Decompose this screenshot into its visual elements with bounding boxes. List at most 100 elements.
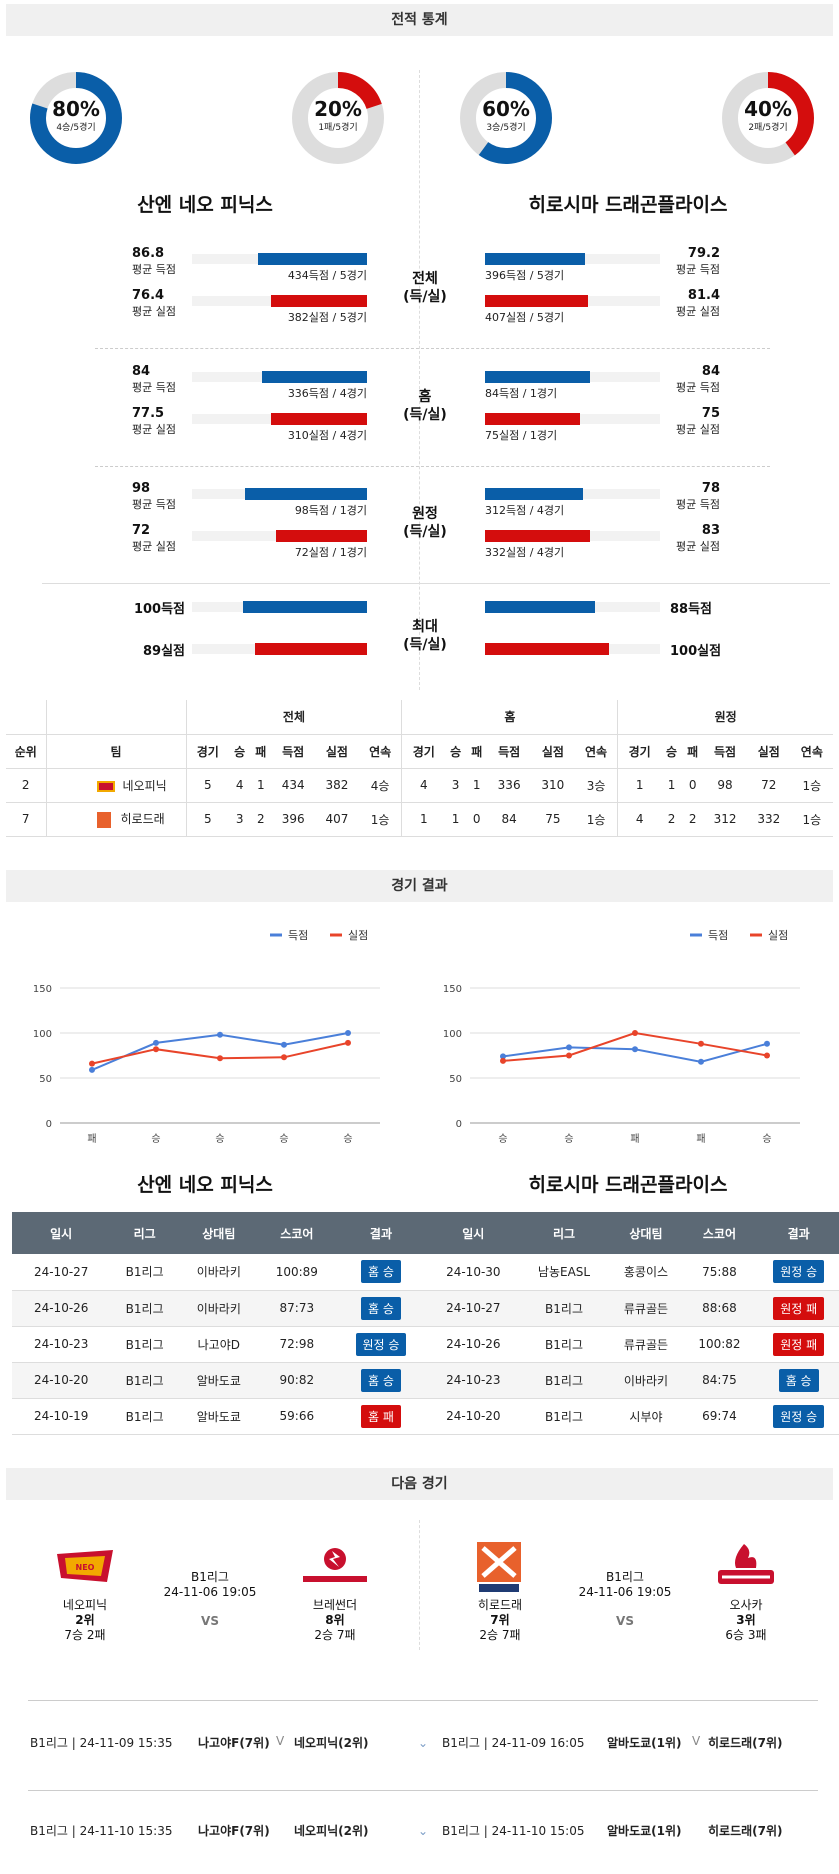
data-point — [89, 1060, 95, 1067]
fixture-left-home[interactable]: 네오피닉(2위) — [294, 1824, 369, 1838]
left-l2-value: 76.4 — [132, 288, 165, 303]
data-point — [632, 1046, 638, 1053]
fixture-left-info: B1리그 | 24-11-09 15:35 — [30, 1736, 173, 1750]
results-col: 리그 — [519, 1212, 609, 1254]
compare-category: 홈 (득/실) — [403, 389, 447, 423]
result-cell: 류큐골든 — [608, 1326, 684, 1363]
result-cell: B1리그 — [519, 1362, 609, 1399]
standings-table: 전체 홈 원정 순위 팀 경기 승 패 득점 실점 연속 경기 승 패 득점 실점 연속 경기 승 패 득점 실점 연… — [6, 700, 833, 837]
standings-cell: 1 — [472, 778, 481, 792]
right-r2-value: 81.4 — [687, 288, 720, 303]
result-row[interactable]: 24-10-30 남농EASL 홍콩이스 75:88 원정 승 — [427, 1254, 839, 1291]
next2-info: B1리그 24-11-06 19:05 VS — [578, 1570, 672, 1628]
data-point — [345, 1030, 351, 1036]
standings-col: 실점 — [325, 744, 348, 759]
result-row[interactable]: 24-10-26 B1리그 이바라키 87:73 홈 승 — [12, 1290, 427, 1327]
result-cell: 24-10-23 — [12, 1326, 111, 1363]
fixture-left-away[interactable]: 나고야F(7위) — [198, 1824, 270, 1838]
standings-row[interactable]: 7 히로드래 5 3 2 396 407 1승 1 1 0 84 75 1승 4 2 2 312 332 1승 — [6, 802, 833, 836]
standings-cell: 382 — [325, 778, 349, 792]
left-l2-label: 평균 실점 — [132, 423, 176, 436]
standings-cell: 1승 — [358, 802, 403, 836]
next-divider — [419, 1520, 420, 1650]
standings-col: 경기 — [412, 744, 435, 759]
result-row[interactable]: 24-10-20 B1리그 알바도쿄 90:82 홈 승 — [12, 1362, 427, 1399]
standings-cell: 84 — [501, 812, 517, 826]
result-badge: 원정 패 — [773, 1332, 825, 1356]
fixture-right-sep: V — [692, 1734, 701, 1748]
result-badge: 원정 패 — [773, 1296, 825, 1320]
fixture-left-home[interactable]: 네오피닉(2위) — [294, 1736, 369, 1750]
x-tick-label: 승 — [215, 1133, 224, 1145]
left-l2-caption: 310실점 / 4경기 — [287, 429, 367, 442]
data-point — [566, 1052, 572, 1059]
standings-cell: 0 — [688, 778, 697, 792]
result-row[interactable]: 24-10-27 B1리그 류큐골든 88:68 원정 패 — [427, 1290, 839, 1327]
fixture-right-home[interactable]: 히로드래(7위) — [708, 1736, 783, 1750]
y-tick-label: 0 — [456, 1119, 462, 1130]
standings-cell: 1 — [451, 812, 460, 826]
right-r2-bar — [485, 295, 588, 307]
right-r1-label: 평균 득점 — [676, 263, 720, 276]
standings-cell: 434 — [281, 778, 305, 792]
result-row[interactable]: 24-10-20 B1리그 시부야 69:74 원정 승 — [427, 1398, 839, 1435]
result-cell: 72:98 — [258, 1326, 335, 1363]
standings-col: 연속 — [358, 734, 403, 768]
left-l1-caption: 336득점 / 4경기 — [287, 387, 367, 400]
result-cell: 88:68 — [683, 1290, 756, 1327]
left-l1-bar — [245, 488, 367, 500]
standings-col: 패 — [687, 744, 699, 759]
standings-cell: 312 — [713, 812, 737, 826]
legend-label: 실점 — [348, 929, 368, 942]
x-tick-label: 승 — [343, 1133, 352, 1145]
standings-cell: 2 — [256, 812, 265, 826]
chevron-down-icon: ⌄ — [418, 1736, 429, 1750]
left-l1-caption: 434득점 / 5경기 — [287, 269, 367, 282]
result-row[interactable]: 24-10-26 B1리그 류큐골든 100:82 원정 패 — [427, 1326, 839, 1363]
standings-team[interactable]: 네오피닉 — [122, 778, 167, 793]
right-r1-label: 평균 득점 — [676, 498, 720, 511]
result-row[interactable]: 24-10-27 B1리그 이바라키 100:89 홈 승 — [12, 1254, 427, 1291]
standings-team[interactable]: 히로드래 — [120, 812, 165, 827]
result-cell: 24-10-30 — [427, 1254, 520, 1291]
data-point — [345, 1039, 351, 1046]
fixture-right-away[interactable]: 알바도쿄(1위) — [607, 1824, 682, 1838]
result-row[interactable]: 24-10-23 B1리그 나고야D 72:98 원정 승 — [12, 1326, 427, 1363]
standings-col: 승 — [234, 744, 246, 759]
left-l1-bar — [258, 253, 367, 265]
standings-col: 승 — [666, 744, 678, 759]
right-r2-value: 83 — [701, 523, 720, 538]
result-cell: 24-10-20 — [12, 1362, 111, 1399]
left-l1-value: 100득점 — [133, 602, 185, 617]
fixture-left-away[interactable]: 나고야F(7위) — [198, 1736, 270, 1750]
result-cell: 24-10-26 — [12, 1290, 111, 1327]
standings-cell: 1승 — [574, 802, 619, 836]
left-l1-value: 98 — [132, 481, 151, 496]
next1-away: 브레썬더 8위 2승 7패 — [312, 1598, 358, 1642]
left-l2-label: 평균 실점 — [132, 540, 176, 553]
results-col: 결과 — [755, 1212, 839, 1254]
section-header-results: 경기 결과 — [6, 870, 833, 902]
neo-phoenix-logo: NEO — [55, 1548, 115, 1584]
result-cell: 24-10-20 — [427, 1398, 520, 1435]
left-l2-caption: 382실점 / 5경기 — [287, 311, 367, 324]
result-row[interactable]: 24-10-19 B1리그 알바도쿄 59:66 홈 패 — [12, 1398, 427, 1435]
standings-row[interactable]: 2 네오피닉 5 4 1 434 382 4승 4 3 1 336 310 3승 1 1 0 98 72 1승 — [6, 768, 833, 802]
result-cell: 100:82 — [683, 1326, 756, 1363]
standings-col: 연속 — [574, 734, 619, 768]
result-cell: 100:89 — [258, 1254, 335, 1291]
results-col: 상대팀 — [608, 1212, 684, 1254]
standings-cell: 2 — [667, 812, 676, 826]
right-r2-label: 평균 실점 — [676, 423, 720, 436]
fixture-right-home[interactable]: 히로드래(7위) — [708, 1824, 783, 1838]
donut-percent: 40% — [744, 97, 792, 121]
left-l2-bar — [271, 413, 367, 425]
next1-home: 네오피닉 2위 7승 2패 — [62, 1598, 108, 1642]
results-col: 일시 — [12, 1212, 111, 1254]
result-cell: 59:66 — [258, 1398, 335, 1435]
right-r2-label: 평균 실점 — [676, 305, 720, 318]
donut-sub: 1패/5경기 — [318, 123, 358, 133]
fixture-right-away[interactable]: 알바도쿄(1위) — [607, 1736, 682, 1750]
result-cell: 87:73 — [258, 1290, 335, 1327]
result-row[interactable]: 24-10-23 B1리그 이바라키 84:75 홈 승 — [427, 1362, 839, 1399]
